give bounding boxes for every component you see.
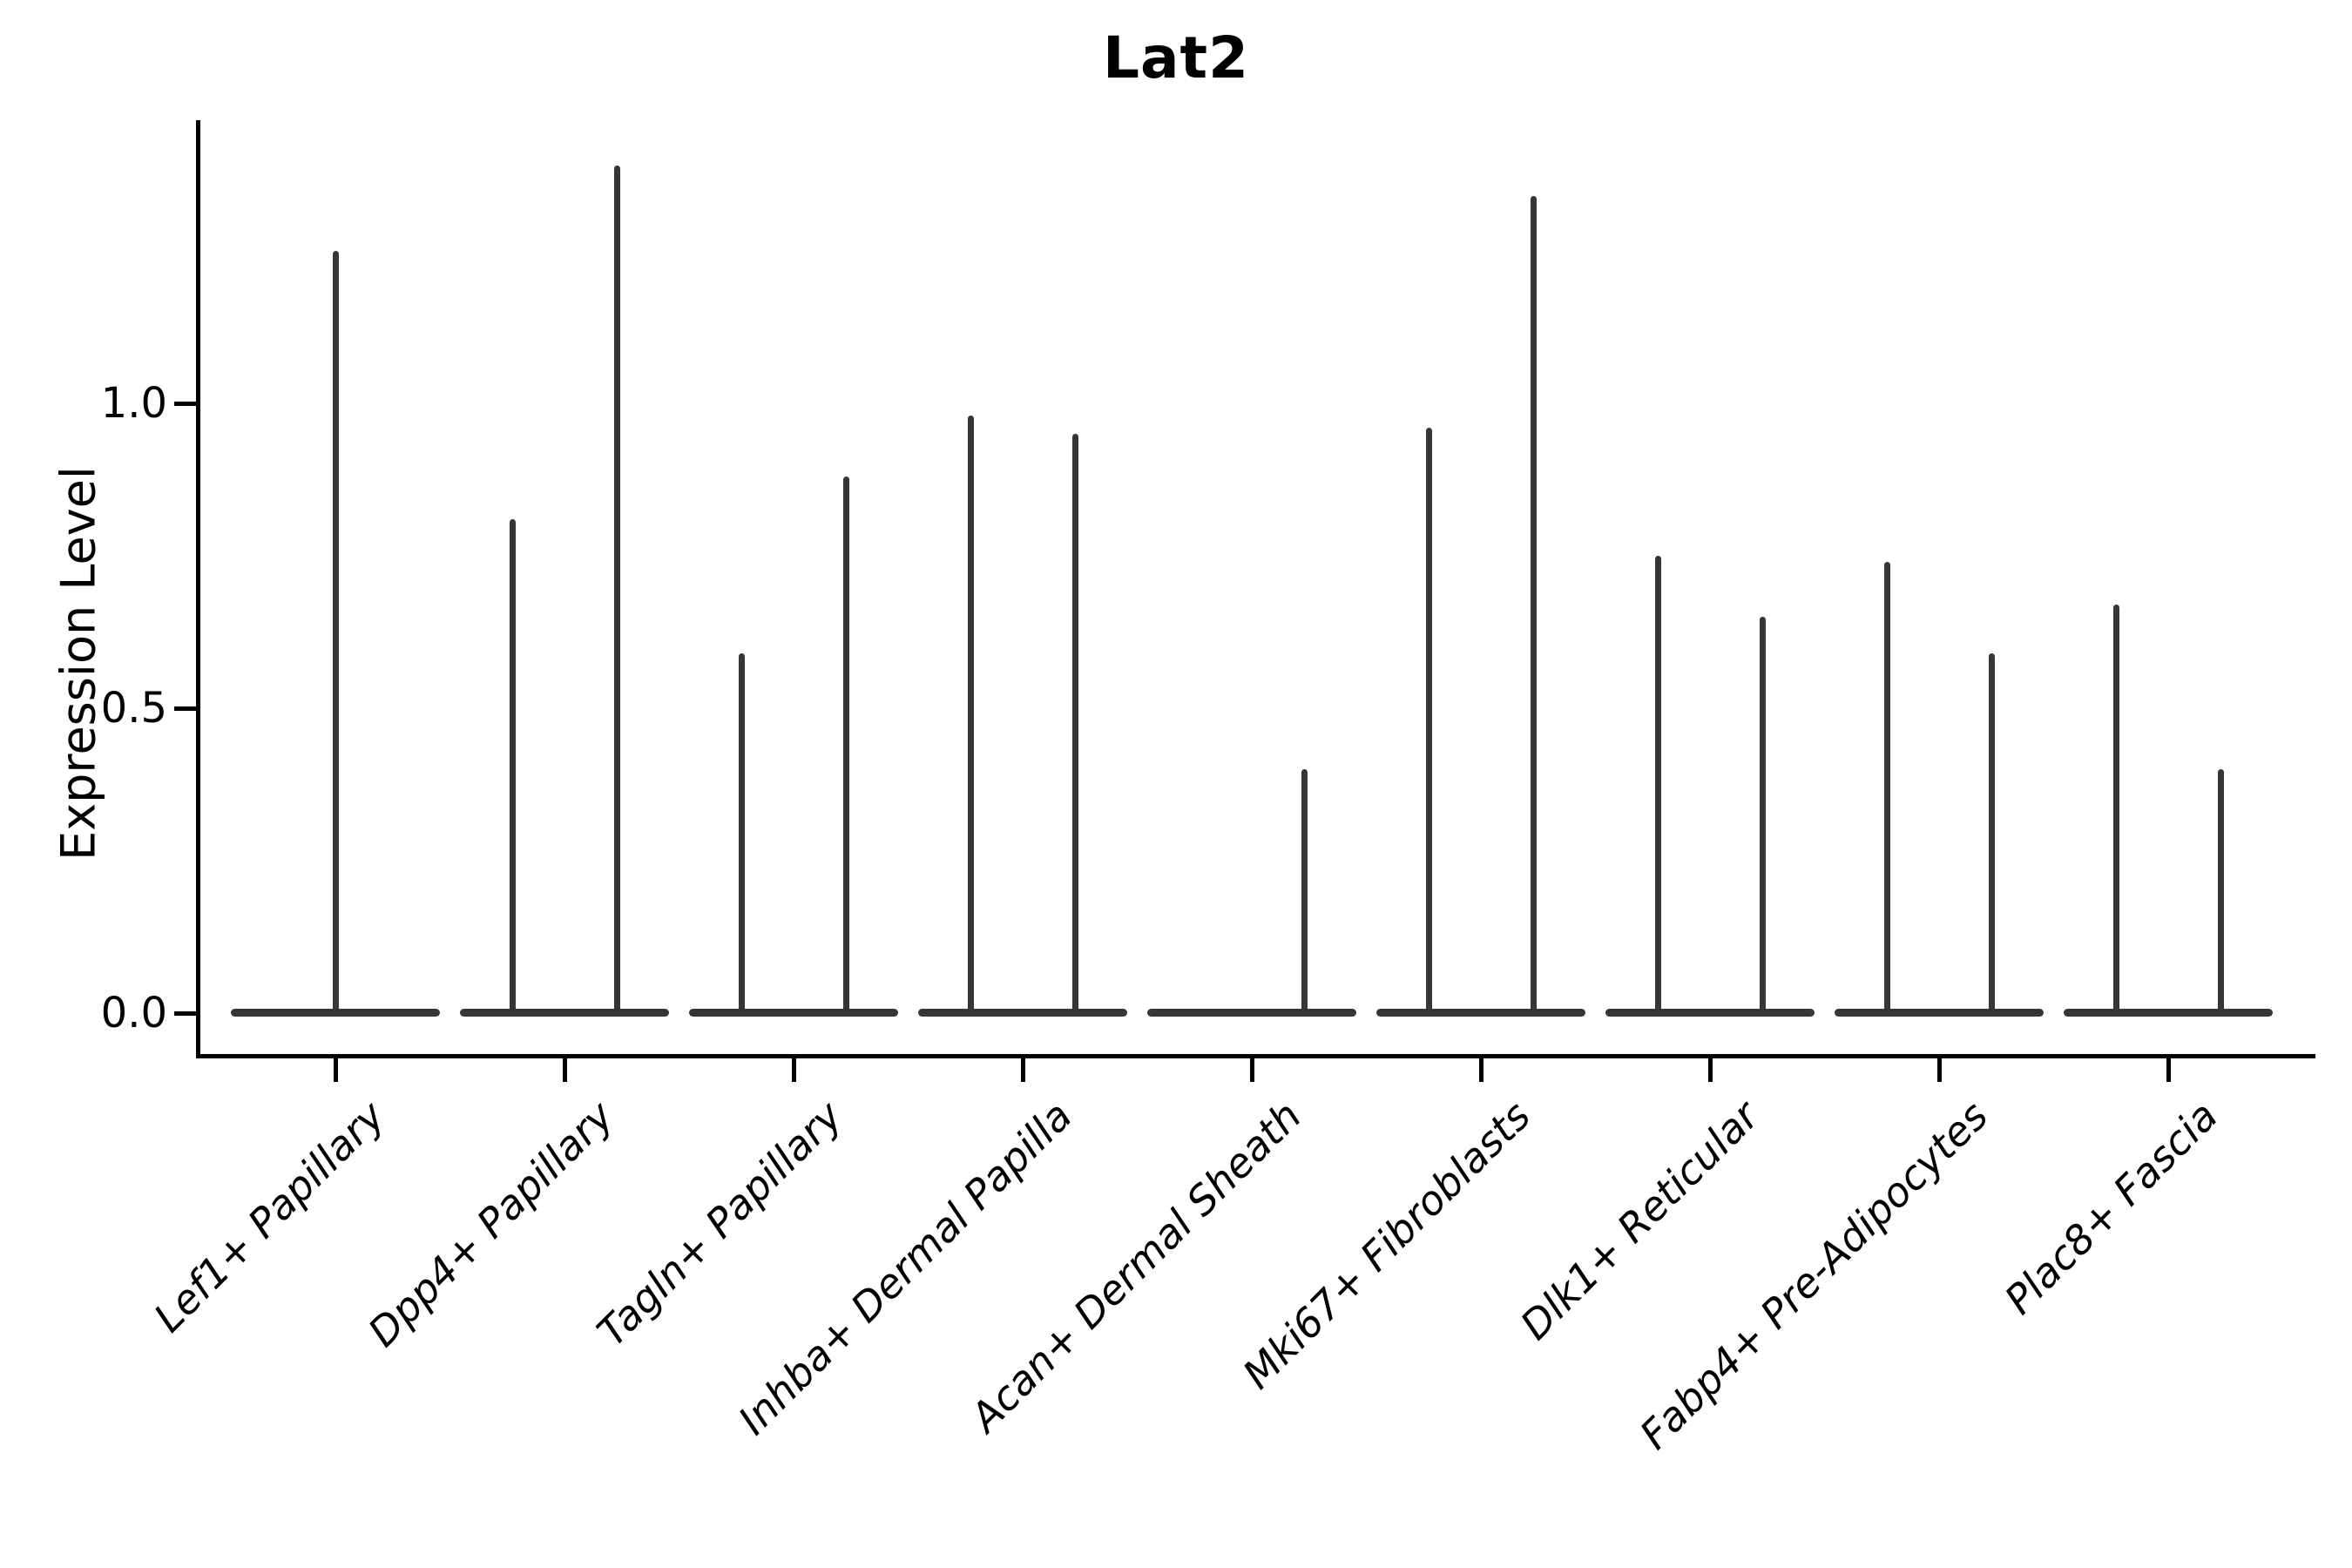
x-tick-mark-9 [2166,1058,2171,1082]
y-tick-label-1.0: 1.0 [100,379,167,428]
violin-spike-3-left [739,653,745,1013]
y-tick-mark-1.0 [174,402,196,406]
violin-spike-1-center [333,251,339,1013]
y-tick-label-0.5: 0.5 [100,684,167,733]
violin-spike-2-right [614,166,620,1013]
x-tick-mark-6 [1479,1058,1484,1082]
x-tick-mark-7 [1708,1058,1713,1082]
violin-spike-9-left [2113,605,2119,1013]
violin-base-6 [1376,1009,1585,1017]
violin-spike-4-left [968,416,974,1013]
y-tick-mark-0.0 [174,1011,196,1016]
x-tick-mark-3 [792,1058,796,1082]
violin-base-5 [1147,1009,1356,1017]
violin-spike-7-left [1655,556,1661,1013]
x-tick-label-2: Dpp4+ Papillary [359,1092,623,1356]
x-tick-label-7: Dlk1+ Reticular [1511,1092,1768,1349]
violin-spike-9-right [2218,769,2224,1013]
violin-spike-7-right [1760,617,1766,1013]
violin-spike-5-right [1301,769,1308,1013]
x-axis-spine [196,1054,2315,1058]
x-tick-mark-8 [1937,1058,1942,1082]
violin-base-9 [2064,1009,2273,1017]
violin-spike-3-right [843,476,849,1013]
violin-base-4 [918,1009,1127,1017]
violin-spike-6-left [1426,428,1432,1013]
violin-spike-2-left [510,519,516,1013]
x-tick-label-1: Lef1+ Papillary [144,1092,394,1342]
y-tick-label-0.0: 0.0 [100,989,167,1037]
violin-spike-4-right [1072,434,1078,1013]
violin-base-2 [460,1009,669,1017]
x-tick-label-9: Plac8+ Fascia [1995,1092,2227,1323]
x-tick-mark-5 [1250,1058,1254,1082]
violin-base-7 [1605,1009,1815,1017]
x-tick-mark-2 [563,1058,567,1082]
violin-spike-6-right [1531,196,1537,1013]
chart-title: Lat2 [1102,24,1250,91]
y-tick-mark-0.5 [174,706,196,711]
x-tick-label-3: Tagln+ Papillary [588,1092,852,1355]
violin-spike-8-right [1989,653,1995,1013]
y-axis-spine [196,120,200,1058]
violin-base-3 [689,1009,898,1017]
x-tick-mark-4 [1021,1058,1025,1082]
y-axis-label: Expression Level [51,466,106,861]
violin-spike-8-left [1884,562,1890,1013]
x-tick-mark-1 [334,1058,338,1082]
violin-base-8 [1835,1009,2044,1017]
